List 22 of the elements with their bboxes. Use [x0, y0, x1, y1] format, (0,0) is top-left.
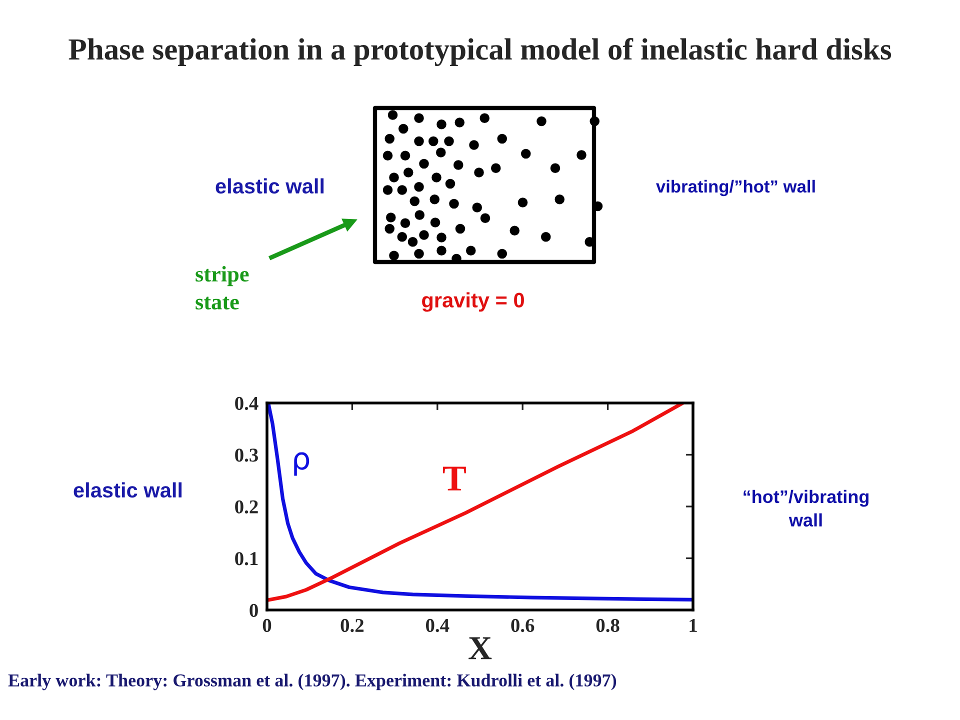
- chart-title: Phase separation in a prototypical model of inelastic hard disks: [68, 38, 892, 66]
- text: gravity = 0: [422, 292, 524, 312]
- x-tick-label: 0: [262, 618, 272, 632]
- series-label: T: [442, 466, 466, 490]
- y-tick-label: 0.4: [235, 396, 258, 410]
- x-tick-label: 0.6: [511, 618, 534, 632]
- text: elastic wall: [216, 178, 324, 194]
- x-axis-title: X: [468, 637, 492, 660]
- x-tick-label: 0.8: [596, 618, 620, 632]
- y-tick-label: 0: [250, 604, 258, 617]
- text: stripe state: [196, 266, 249, 310]
- x-tick-label: 1: [690, 618, 697, 632]
- series-label: ρ: [294, 452, 310, 476]
- y-tick-label: 0.3: [235, 448, 258, 462]
- text: “hot”/vibrating wall: [744, 490, 868, 527]
- x-tick-label: 0.2: [340, 618, 364, 632]
- x-tick-label: 0.4: [426, 618, 450, 632]
- text: elastic wall: [74, 482, 182, 498]
- text: Early work: Theory: Grossman et al. (1997). Experiment: Kudrolli et al. (1997): [8, 674, 616, 690]
- y-tick-label: 0.2: [235, 500, 258, 514]
- text: vibrating/”hot” wall: [656, 180, 815, 196]
- y-tick-label: 0.1: [235, 552, 258, 566]
